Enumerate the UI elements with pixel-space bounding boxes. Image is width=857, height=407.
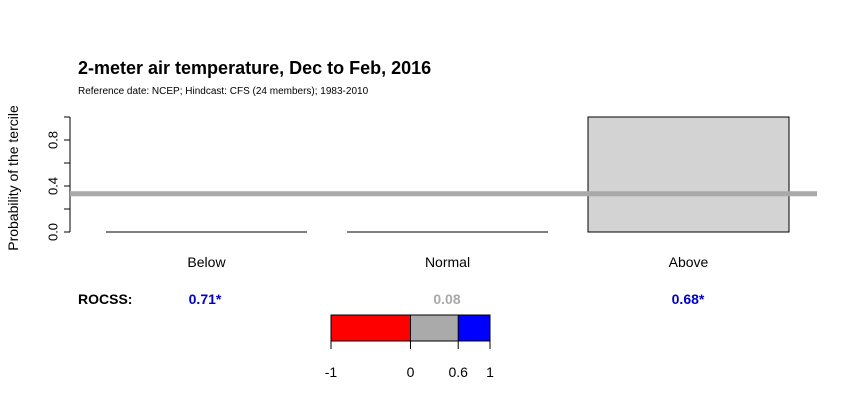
colorbar-segment-1: [410, 315, 459, 341]
colorbar-segment-0: [331, 315, 411, 341]
x-category-label-normal: Normal: [425, 254, 470, 270]
x-category-label-below: Below: [187, 254, 226, 270]
y-tick-label-2: 0.8: [46, 131, 61, 149]
y-tick-label-0: 0.0: [46, 223, 61, 241]
rocss-value-above: 0.68*: [671, 291, 705, 307]
colorbar-segment-2: [458, 315, 490, 341]
bar-above: [587, 116, 790, 233]
rocss-label: ROCSS:: [78, 291, 133, 307]
colorbar-tick-label-2: 0.6: [448, 364, 468, 380]
rocss-value-normal: 0.08: [433, 291, 461, 307]
rocss-value-below: 0.71*: [188, 291, 222, 307]
colorbar-tick-label-3: 1: [486, 364, 494, 380]
y-tick-label-1: 0.4: [46, 177, 61, 195]
colorbar-tick-label-0: -1: [325, 364, 338, 380]
x-category-label-above: Above: [669, 254, 709, 270]
chart-subtitle: Reference date: NCEP; Hindcast: CFS (24 …: [78, 86, 369, 97]
chart-title: 2-meter air temperature, Dec to Feb, 201…: [78, 58, 432, 78]
colorbar-tick-label-1: 0: [407, 364, 415, 380]
